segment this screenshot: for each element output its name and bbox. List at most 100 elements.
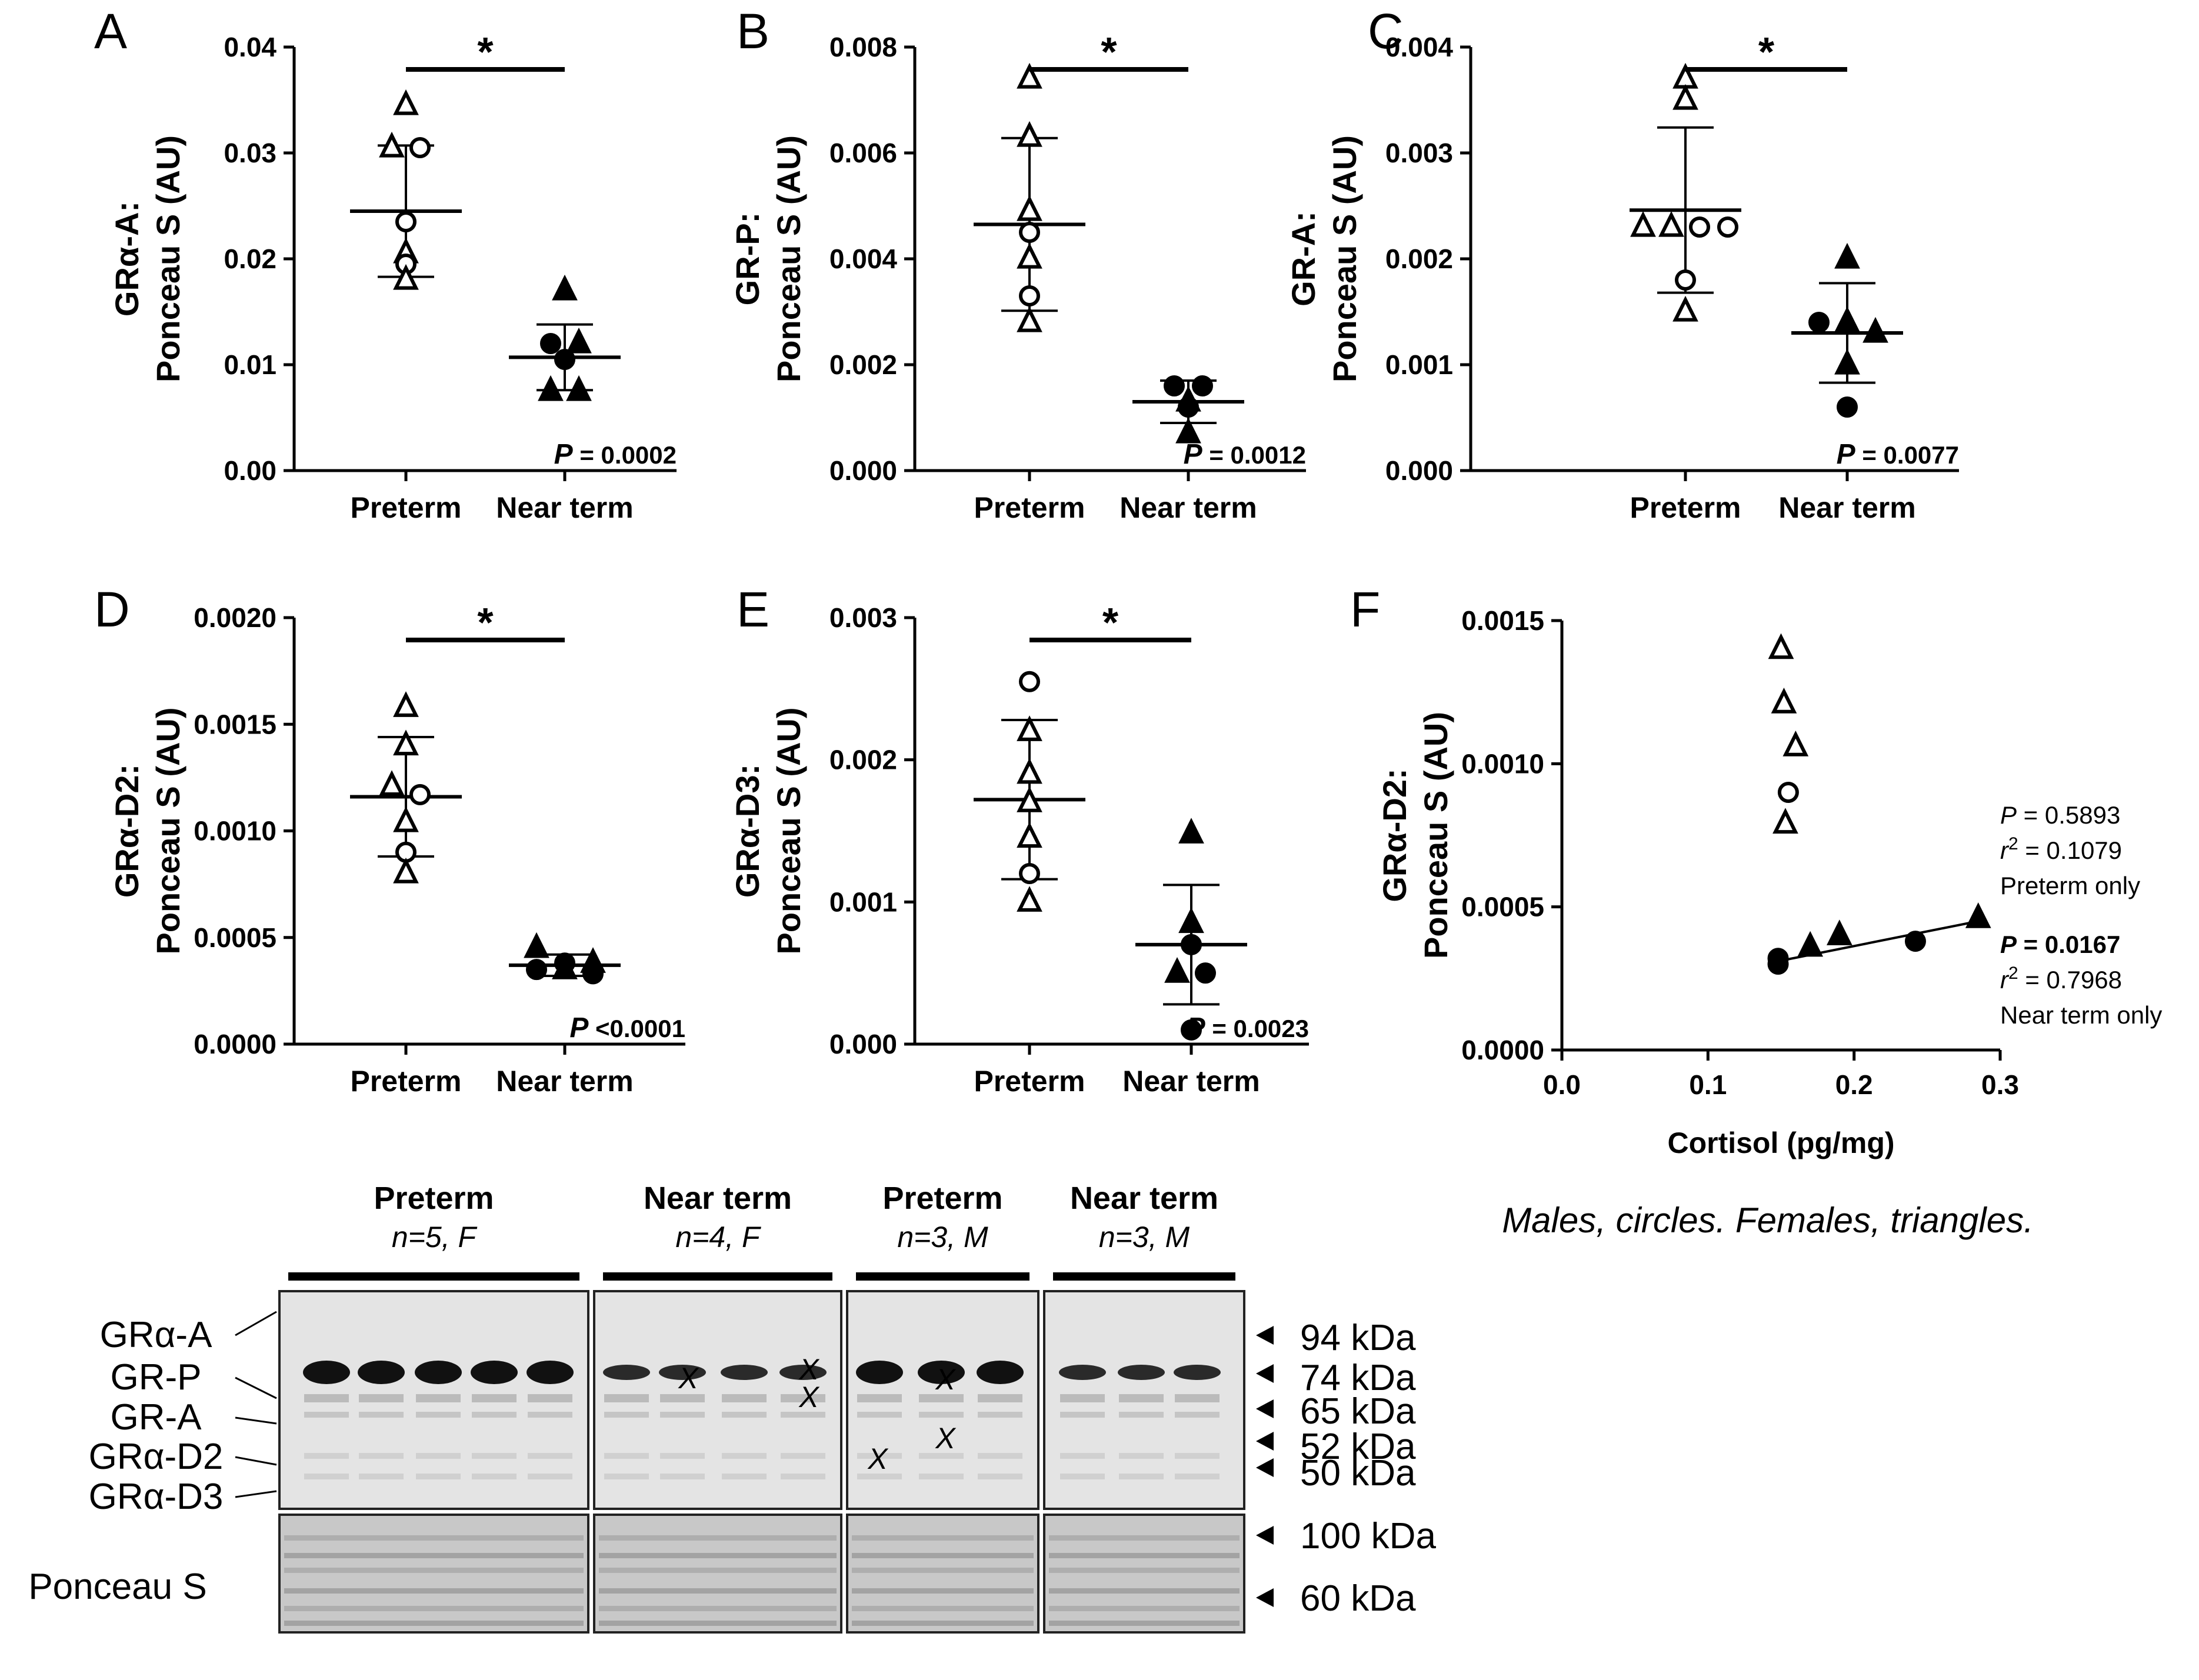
y-tick-label: 0.002 xyxy=(1385,244,1453,274)
x-category-label: Near term xyxy=(496,491,633,524)
faint-band xyxy=(304,1453,349,1459)
ponceau-band xyxy=(852,1535,1034,1541)
size-marker-label: 94 kDa xyxy=(1300,1318,1416,1358)
data-point-circle xyxy=(1808,312,1830,333)
y-tick-label: 0.006 xyxy=(829,138,897,168)
x-tick-label: 0.3 xyxy=(1981,1069,2019,1100)
data-point-circle xyxy=(1178,396,1199,418)
data-point-triangle xyxy=(1797,931,1824,957)
data-point-circle xyxy=(1837,396,1858,418)
panel-c: C 0.000 0.001 0.002 0.003 0.004 GR-A: Ponceau S… xyxy=(1285,4,1959,524)
band-pointer xyxy=(235,1311,277,1336)
data-point-triangle xyxy=(1768,633,1794,659)
excluded-lane-mark: X xyxy=(867,1442,888,1475)
faint-band xyxy=(604,1453,649,1459)
ponceau-membrane xyxy=(1043,1514,1245,1634)
data-point-triangle xyxy=(393,857,419,884)
faint-band xyxy=(528,1412,572,1418)
data-point-triangle xyxy=(538,375,564,401)
ponceau-band xyxy=(599,1588,837,1594)
significance-star: * xyxy=(477,599,494,645)
data-point-triangle xyxy=(524,932,549,958)
faint-band xyxy=(722,1474,767,1479)
data-point-triangle xyxy=(1863,316,1888,343)
ponceau-band xyxy=(1049,1606,1240,1611)
data-point-triangle xyxy=(1772,808,1798,834)
protein-band xyxy=(1174,1365,1221,1380)
blot-group-name: Near term xyxy=(1070,1181,1218,1216)
p-value-label: P = 0.0012 xyxy=(1184,439,1306,470)
panel-letter: E xyxy=(737,582,769,637)
faint-band xyxy=(978,1394,1022,1402)
fit-group-label: Near term only xyxy=(2000,1001,2162,1029)
x-category-label: Preterm xyxy=(1630,491,1741,524)
excluded-lane-mark: X xyxy=(935,1363,956,1396)
y-axis-label: GR-A: xyxy=(1285,211,1322,306)
faint-band xyxy=(528,1474,572,1479)
ponceau-band xyxy=(599,1568,837,1573)
faint-band xyxy=(919,1412,964,1418)
data-point-triangle xyxy=(1017,886,1042,912)
data-point-triangle xyxy=(1630,211,1656,237)
data-point-circle xyxy=(1767,954,1789,975)
protein-band xyxy=(779,1365,827,1380)
ponceau-membrane xyxy=(846,1514,1039,1634)
fit-r-squared: r2 = 0.7968 xyxy=(2000,964,2122,994)
x-category-label: Preterm xyxy=(974,1065,1085,1098)
data-point-circle xyxy=(409,137,431,158)
y-tick-label: 0.04 xyxy=(224,32,276,62)
band-label: GR-A xyxy=(111,1397,202,1438)
data-point-circle xyxy=(1164,375,1185,396)
faint-band xyxy=(919,1474,964,1479)
data-point-triangle xyxy=(1672,84,1698,110)
significance-star: * xyxy=(1102,599,1119,645)
band-label: GRα-D3 xyxy=(89,1476,224,1517)
faint-band xyxy=(978,1474,1022,1479)
faint-band xyxy=(604,1474,649,1479)
ponceau-band xyxy=(284,1535,584,1541)
marker-arrow xyxy=(1256,1526,1274,1545)
y-tick-label: 0.0015 xyxy=(1461,605,1544,636)
faint-band xyxy=(978,1453,1022,1459)
significance-star: * xyxy=(477,29,494,75)
ponceau-band xyxy=(1049,1621,1240,1626)
faint-band xyxy=(604,1394,649,1402)
x-category-label: Near term xyxy=(1120,491,1257,524)
faint-band xyxy=(1119,1474,1164,1479)
x-tick-label: 0.1 xyxy=(1689,1069,1727,1100)
panel-letter: A xyxy=(94,4,127,59)
ponceau-band xyxy=(852,1621,1034,1626)
data-point-triangle xyxy=(1017,715,1042,741)
faint-band xyxy=(722,1412,767,1418)
data-point-triangle xyxy=(1017,62,1042,89)
data-point-circle xyxy=(582,963,604,985)
y-tick-label: 0.0020 xyxy=(194,602,276,633)
x-axis-label: Cortisol (pg/mg) xyxy=(1667,1126,1894,1159)
faint-band xyxy=(978,1412,1022,1418)
y-tick-label: 0.000 xyxy=(829,1029,897,1059)
faint-band xyxy=(1119,1412,1164,1418)
size-marker-label: 60 kDa xyxy=(1300,1578,1416,1619)
protein-band xyxy=(471,1361,518,1384)
excluded-lane-mark: X xyxy=(798,1353,819,1386)
band-label: GRα-D2 xyxy=(89,1436,224,1477)
y-tick-label: 0.0005 xyxy=(194,922,276,953)
faint-band xyxy=(857,1394,902,1402)
blot-group-name: Preterm xyxy=(374,1181,494,1216)
faint-band xyxy=(416,1394,461,1402)
band-pointer xyxy=(235,1416,277,1425)
ponceau-band xyxy=(284,1621,584,1626)
y-tick-label: 0.02 xyxy=(224,244,276,274)
y-tick-label: 0.004 xyxy=(829,244,898,274)
faint-band xyxy=(781,1474,825,1479)
blot-group-detail: n=5, F xyxy=(392,1221,478,1254)
y-tick-label: 0.003 xyxy=(829,602,897,633)
excluded-lane-mark: X xyxy=(935,1422,956,1455)
y-axis-label: GRα-D2: xyxy=(1376,768,1413,902)
faint-band xyxy=(857,1474,902,1479)
blot-group-detail: n=3, M xyxy=(1099,1221,1190,1254)
data-point-triangle xyxy=(1175,417,1201,444)
data-point-circle xyxy=(1019,285,1040,306)
blot-group-detail: n=3, M xyxy=(897,1221,988,1254)
